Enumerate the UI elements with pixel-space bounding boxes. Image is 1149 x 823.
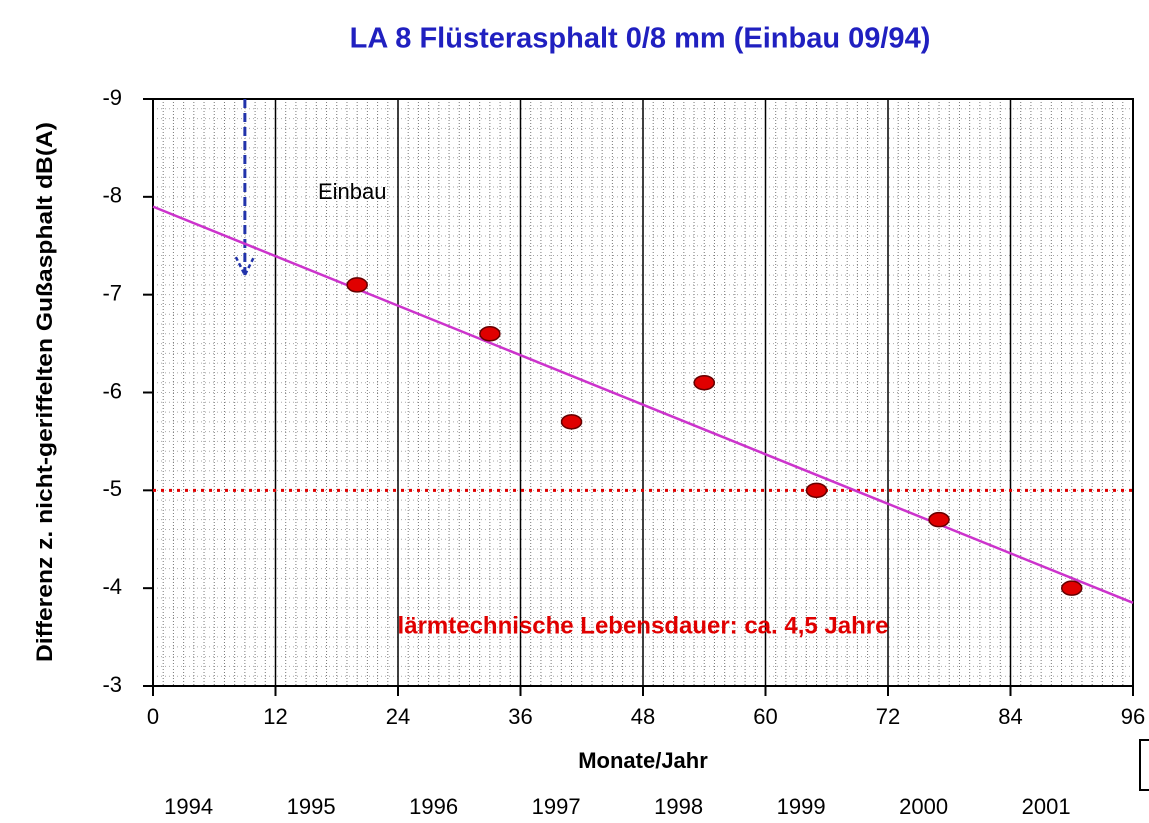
annotation: Einbau bbox=[318, 179, 387, 204]
x-tick-label: 0 bbox=[147, 704, 159, 729]
data-point bbox=[346, 277, 368, 293]
year-label: 2001 bbox=[1022, 794, 1071, 819]
y-tick-label: -6 bbox=[102, 378, 122, 403]
data-point bbox=[928, 511, 950, 528]
data-point bbox=[805, 482, 828, 499]
y-tick-label: -4 bbox=[102, 574, 122, 599]
year-label: 1998 bbox=[654, 794, 703, 819]
y-tick-label: -3 bbox=[102, 672, 122, 697]
x-tick-label: 72 bbox=[876, 704, 900, 729]
year-label: 1996 bbox=[409, 794, 458, 819]
year-label: 1999 bbox=[777, 794, 826, 819]
y-tick-label: -5 bbox=[102, 476, 122, 501]
annotation: lärmtechnische Lebensdauer: ca. 4,5 Jahr… bbox=[398, 612, 889, 639]
data-point bbox=[693, 374, 715, 391]
y-axis-label: Differenz z. nicht-geriffelten Gußasphal… bbox=[32, 122, 57, 662]
year-label: 1997 bbox=[532, 794, 581, 819]
data-point bbox=[1061, 580, 1083, 596]
data-point bbox=[560, 414, 583, 430]
y-tick-label: -7 bbox=[102, 280, 122, 305]
y-tick-label: -8 bbox=[102, 183, 122, 208]
x-tick-label: 36 bbox=[508, 704, 532, 729]
chart-title: LA 8 Flüsterasphalt 0/8 mm (Einbau 09/94… bbox=[350, 23, 931, 55]
year-label: 1995 bbox=[287, 794, 336, 819]
y-tick-label: -9 bbox=[102, 85, 122, 110]
x-tick-label: 84 bbox=[998, 704, 1022, 729]
year-label: 1994 bbox=[164, 794, 213, 819]
trend-line bbox=[152, 205, 1134, 605]
data-point bbox=[479, 326, 501, 342]
x-tick-label: 60 bbox=[753, 704, 777, 729]
x-axis-label: Monate/Jahr bbox=[578, 748, 708, 773]
x-tick-label: 24 bbox=[386, 704, 410, 729]
plot-frame bbox=[152, 98, 1134, 687]
clipped-box bbox=[1139, 739, 1149, 791]
x-tick-label: 48 bbox=[631, 704, 655, 729]
x-tick-label: 96 bbox=[1121, 704, 1145, 729]
year-label: 2000 bbox=[899, 794, 948, 819]
x-tick-label: 12 bbox=[263, 704, 287, 729]
